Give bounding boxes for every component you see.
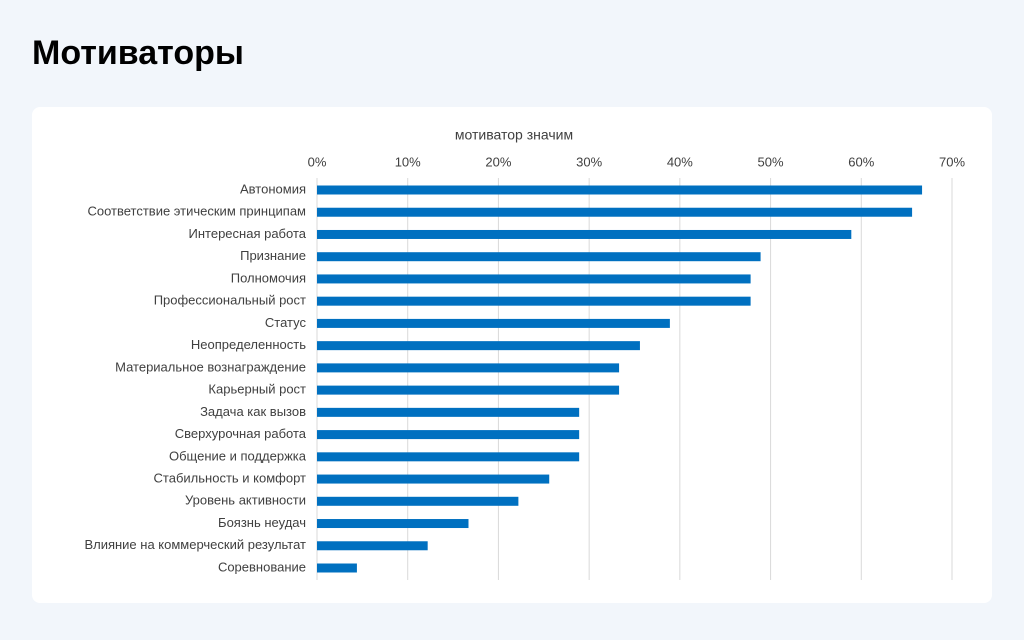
bar xyxy=(317,385,620,395)
bar xyxy=(317,318,670,328)
y-tick-label: Профессиональный рост xyxy=(154,293,306,308)
bar xyxy=(317,430,580,440)
bar xyxy=(317,541,428,551)
bar xyxy=(317,207,913,217)
bar xyxy=(317,452,580,462)
y-tick-label: Уровень активности xyxy=(185,493,306,508)
x-tick-label: 0% xyxy=(308,154,327,169)
y-tick-label: Полномочия xyxy=(231,270,306,285)
chart-title: мотиватор значим xyxy=(455,127,573,143)
bar xyxy=(317,563,357,573)
bar xyxy=(317,474,550,484)
bar xyxy=(317,496,519,506)
y-tick-label: Задача как вызов xyxy=(200,404,306,419)
y-tick-label: Сверхурочная работа xyxy=(175,426,307,441)
y-tick-label: Материальное вознаграждение xyxy=(115,359,306,374)
bar xyxy=(317,363,620,373)
y-tick-label: Боязнь неудач xyxy=(218,515,306,530)
bar xyxy=(317,274,751,284)
y-tick-label: Статус xyxy=(265,315,307,330)
bar xyxy=(317,296,751,306)
x-tick-label: 60% xyxy=(848,154,874,169)
bar xyxy=(317,341,640,351)
bar xyxy=(317,519,469,529)
x-tick-label: 70% xyxy=(939,154,965,169)
page-title: Мотиваторы xyxy=(32,34,244,72)
y-tick-label: Общение и поддержка xyxy=(169,448,307,463)
bar xyxy=(317,185,923,195)
y-tick-label: Стабильность и комфорт xyxy=(154,470,306,485)
y-tick-label: Признание xyxy=(240,248,306,263)
y-tick-label: Влияние на коммерческий результат xyxy=(84,537,306,552)
x-tick-label: 50% xyxy=(758,154,784,169)
y-tick-label: Неопределенность xyxy=(191,337,306,352)
y-tick-label: Интересная работа xyxy=(189,226,307,241)
y-tick-label: Соответствие этическим принципам xyxy=(87,204,306,219)
x-tick-label: 40% xyxy=(667,154,693,169)
x-tick-label: 30% xyxy=(576,154,602,169)
x-tick-label: 20% xyxy=(485,154,511,169)
x-tick-label: 10% xyxy=(395,154,421,169)
y-tick-label: Соревнование xyxy=(218,559,306,574)
y-tick-label: Карьерный рост xyxy=(208,382,306,397)
bar xyxy=(317,252,761,262)
bar xyxy=(317,229,852,239)
bar xyxy=(317,407,580,417)
y-tick-label: Автономия xyxy=(240,181,306,196)
